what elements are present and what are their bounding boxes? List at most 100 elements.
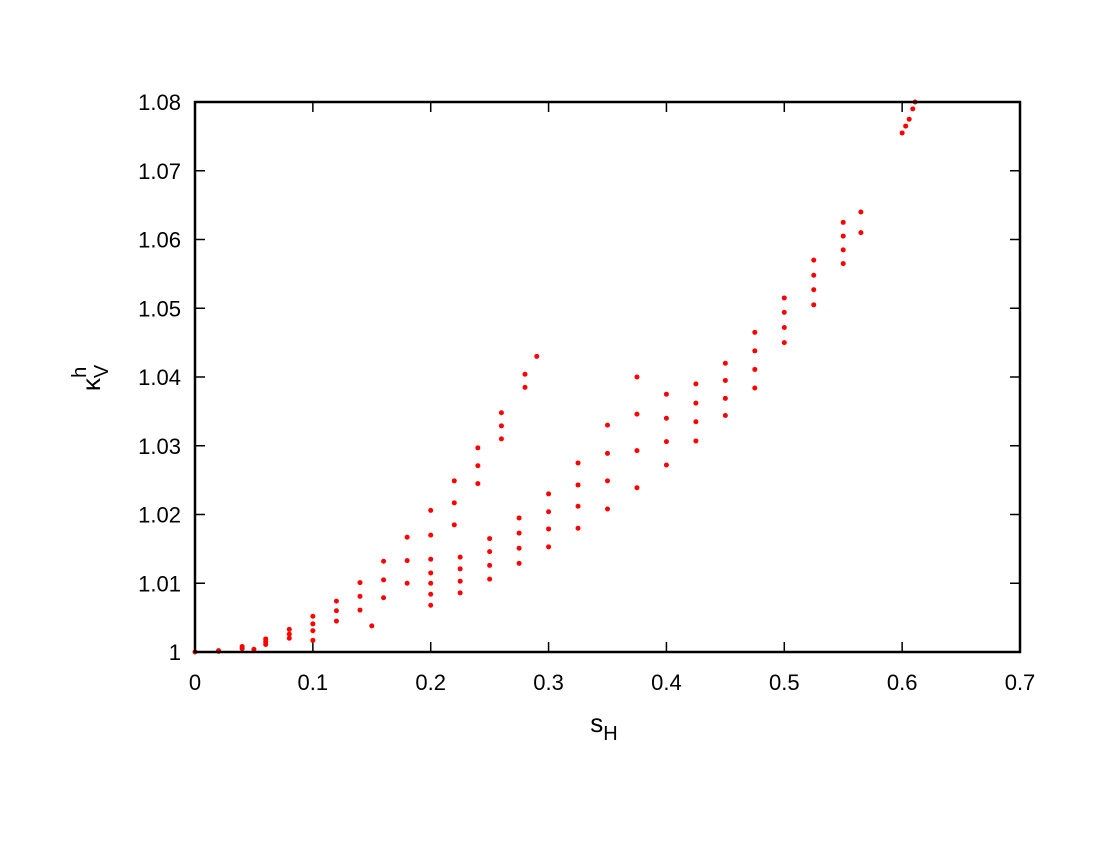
point [239, 646, 245, 652]
point [546, 491, 552, 497]
point [286, 626, 292, 632]
point [333, 598, 339, 604]
point [487, 549, 493, 555]
y-tick-label: 1.06 [138, 228, 181, 253]
point [310, 628, 316, 634]
point [516, 530, 522, 536]
point [693, 381, 699, 387]
point [752, 385, 758, 391]
point [840, 261, 846, 267]
point [357, 593, 363, 599]
point [457, 578, 463, 584]
point [428, 602, 434, 608]
point [605, 506, 610, 512]
x-tick-label: 0.4 [651, 670, 682, 695]
point [605, 450, 610, 456]
point [286, 631, 292, 637]
point [404, 580, 410, 586]
point [487, 562, 493, 568]
point [906, 116, 912, 122]
point [781, 325, 787, 330]
point [546, 509, 552, 515]
x-tick-label: 0.7 [1005, 670, 1036, 695]
point [693, 419, 699, 425]
point [752, 329, 758, 335]
x-tick-label: 0.1 [298, 670, 329, 695]
y-label-main: κ [76, 377, 106, 391]
point [457, 590, 463, 596]
y-tick-label: 1 [169, 640, 181, 665]
point [522, 384, 528, 390]
point [781, 295, 787, 301]
point [475, 463, 481, 469]
point [663, 391, 669, 397]
point [516, 515, 522, 521]
y-tick-label: 1.05 [138, 296, 181, 321]
point [381, 577, 387, 583]
y-tick-label: 1.08 [138, 90, 181, 115]
point [575, 482, 581, 488]
point [516, 560, 522, 566]
point [840, 247, 846, 253]
point [781, 309, 787, 315]
point [605, 478, 610, 484]
point [693, 400, 699, 406]
x-tick-label: 0.2 [415, 670, 446, 695]
point [811, 287, 817, 293]
point [840, 233, 846, 239]
point [811, 302, 817, 308]
plot-frame [193, 100, 1022, 654]
point [634, 374, 640, 380]
point [575, 460, 581, 466]
point [428, 532, 434, 538]
point [286, 635, 292, 641]
point [575, 525, 581, 531]
point [310, 621, 316, 627]
x-axis-label: sH [590, 708, 617, 745]
point [722, 413, 728, 418]
y-tick-label: 1.02 [138, 503, 181, 528]
point [722, 377, 728, 383]
point [858, 209, 864, 215]
x-tick-label: 0.6 [887, 670, 918, 695]
point [369, 623, 375, 629]
point [310, 613, 316, 619]
point [693, 438, 699, 444]
point [451, 478, 457, 484]
y-label-sub: V [91, 364, 113, 378]
point [663, 439, 669, 445]
point [428, 507, 434, 513]
point [516, 545, 522, 551]
point [475, 445, 481, 451]
point [752, 348, 758, 354]
point [546, 544, 552, 550]
point [404, 534, 410, 540]
y-label-sup: h [69, 367, 91, 378]
x-label-sub: H [603, 723, 617, 745]
point [903, 123, 909, 129]
point [663, 462, 669, 468]
point [634, 485, 640, 491]
point [428, 556, 434, 562]
point [487, 576, 493, 582]
point [752, 366, 758, 372]
point [663, 415, 669, 421]
x-tick-label: 0.5 [769, 670, 800, 695]
x-label-main: s [590, 708, 603, 738]
point [634, 411, 640, 417]
point [381, 558, 387, 564]
point [381, 595, 387, 601]
point [546, 526, 552, 532]
point [498, 410, 504, 416]
point [575, 503, 581, 509]
point [910, 106, 916, 112]
point [451, 500, 457, 506]
point [858, 230, 864, 236]
y-tick-label: 1.07 [138, 159, 181, 184]
point [457, 566, 463, 572]
point [498, 423, 504, 429]
y-tick-label: 1.01 [138, 571, 181, 596]
point [722, 360, 728, 366]
